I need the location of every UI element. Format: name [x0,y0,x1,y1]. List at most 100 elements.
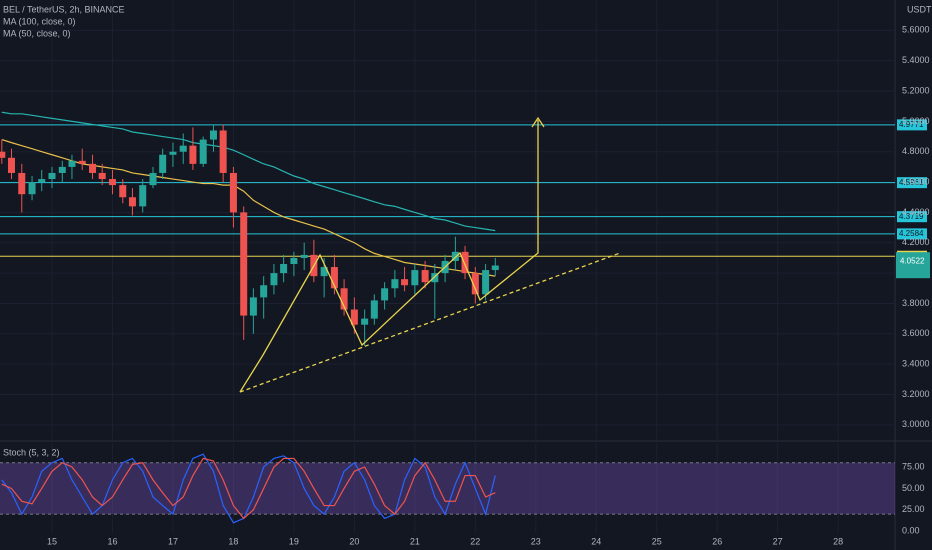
candle-body [330,267,338,289]
level-label: 4.2584 [899,229,924,238]
symbol-title: BEL / TetherUS, 2h, BINANCE [3,4,125,14]
y-tick-label: 4.4000 [902,207,930,217]
y-tick-label: 5.2000 [902,85,930,95]
y-tick-label: 3.8000 [902,298,930,308]
candle-body [28,182,36,195]
zigzag [239,120,539,393]
last-price-label: 4.0522 [900,256,925,265]
y-tick-label: 3.2000 [902,389,930,399]
candle-body [471,273,479,295]
candle-body [350,309,358,325]
axes: 15 16 17 18 19 20 21 22 23 24 25 26 27 28 5.6000 5.4000… [47,25,930,546]
candle-body [320,267,328,277]
indicator-title: Stoch (5, 3, 2) [3,447,60,457]
candle-body [219,130,227,173]
candles [0,124,499,346]
x-tick-label: 21 [410,536,420,546]
y-tick-label: 5.4000 [902,55,930,65]
level-label-box [897,211,927,223]
y-tick-label: 4.2000 [902,237,930,247]
y-tick-label: 3.6000 [902,328,930,338]
candle-body [78,160,86,164]
ma-line [1,111,496,232]
candle-body [68,160,76,167]
x-tick-label: 15 [47,536,57,546]
candle-body [240,212,248,316]
x-tick-label: 28 [833,536,843,546]
candle-body [149,172,157,186]
x-tick-label: 19 [289,536,299,546]
candle-body [451,251,459,261]
candle-body [280,264,288,274]
candle-body [340,288,348,310]
candle-body [128,197,136,207]
x-tick-label: 16 [107,536,117,546]
candle-body [300,254,308,258]
candle-body [98,172,106,180]
candle-body [119,185,127,198]
x-tick-label: 20 [349,536,359,546]
y-tick-label: 4.6000 [902,176,930,186]
stoch-tick-label: 25.00 [902,504,925,514]
candle-body [361,318,369,325]
candle-body [482,270,490,295]
candle-body [270,273,278,286]
candle-body [159,154,167,173]
stoch-tick-label: 75.00 [902,461,925,471]
candle-body [401,279,409,286]
candle-body [421,270,429,283]
y-tick-label: 5.6000 [902,25,930,35]
candle-body [391,279,399,289]
last-price-box [896,252,930,279]
x-tick-label: 24 [591,536,601,546]
candle-body [38,179,46,183]
candle-body [461,251,469,274]
candle-body [139,185,147,207]
grid [0,0,895,533]
y-tick-label: 3.0000 [902,419,930,429]
candle-body [290,257,298,264]
candle-body [89,163,97,173]
candle-body [491,265,499,271]
stoch-tick-label: 50.00 [902,483,925,493]
moving-averages [1,111,496,277]
x-tick-label: 27 [773,536,783,546]
candle-body [18,172,26,195]
y-tick-label: 3.4000 [902,359,930,369]
x-tick-label: 25 [652,536,662,546]
candle-body [7,157,15,173]
ma-line [1,139,496,277]
candle-body [209,130,217,140]
level-label: 4.5961 [899,178,924,187]
stoch-line [1,457,496,520]
candle-body [169,151,177,155]
candle-body [48,172,56,180]
currency-unit: USDT [907,4,932,14]
y-tick-label: 4.8000 [902,146,930,156]
candle-body [370,300,378,319]
stoch-line [1,453,496,524]
x-tick-label: 18 [228,536,238,546]
level-label-box [897,177,927,189]
level-label: 4.9771 [899,120,924,129]
arrow-head [531,116,545,128]
candle-body [229,172,237,213]
candle-body [411,270,419,286]
candle-body [189,145,197,164]
x-tick-label: 22 [470,536,480,546]
legend-ma100: MA (100, close, 0) [3,16,76,26]
pattern-drawing [239,116,621,393]
x-tick-label: 23 [531,536,541,546]
level-label: 4.3719 [899,212,924,221]
candle-body [108,179,116,186]
x-tick-label: 26 [712,536,722,546]
trend-line [239,252,621,393]
x-tick-label: 17 [168,536,178,546]
candle-body [381,288,389,301]
level-label-box [897,119,927,131]
y-tick-label: 5.0000 [902,116,930,126]
legend-ma50: MA (50, close, 0) [3,28,71,38]
